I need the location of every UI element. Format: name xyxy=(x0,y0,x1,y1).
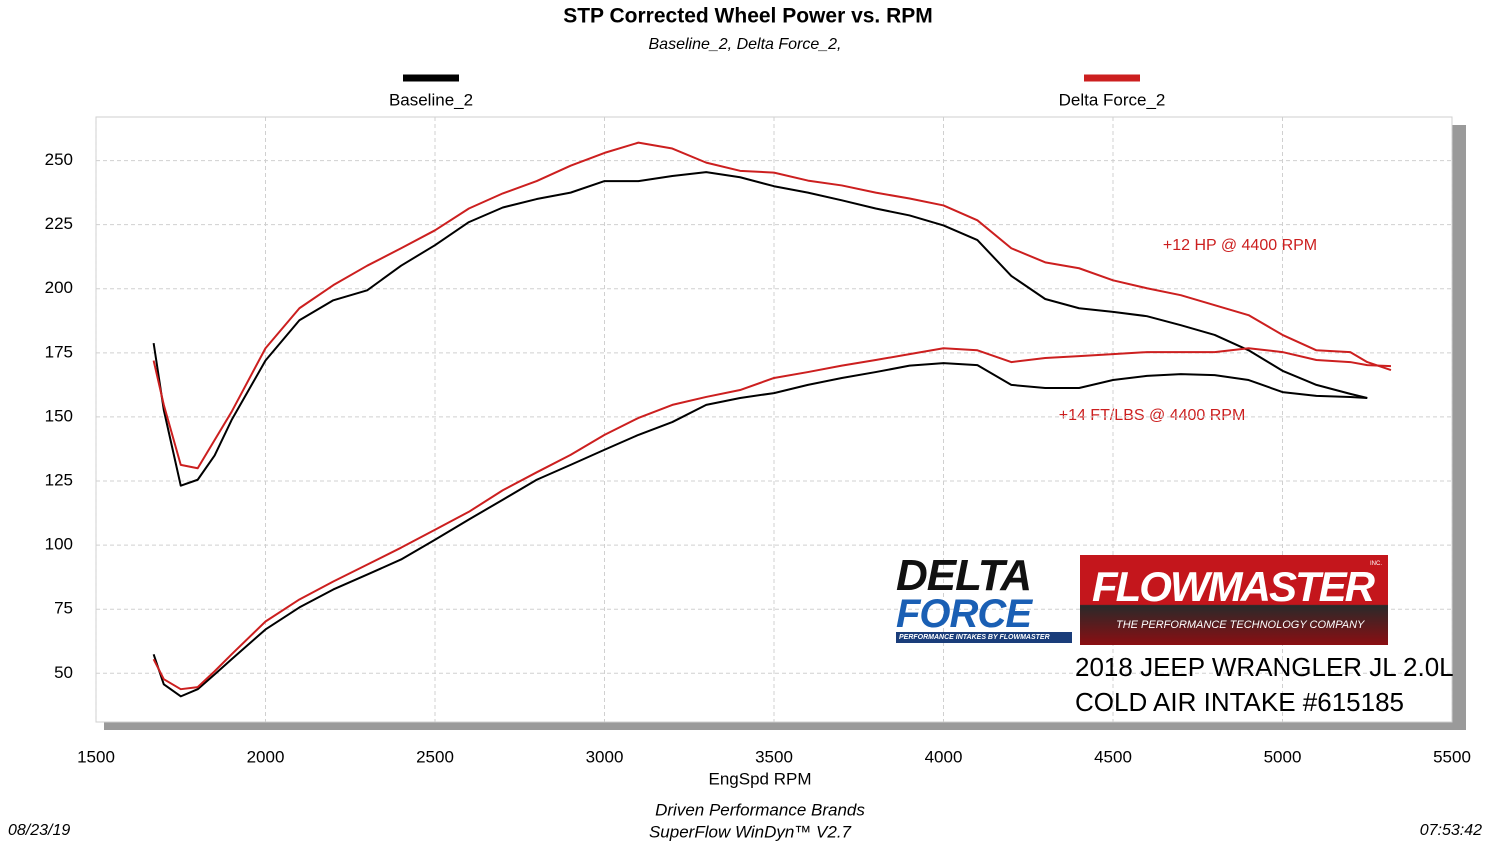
y-tick-label: 225 xyxy=(45,214,73,233)
data-line xyxy=(152,141,1392,470)
chart-title: STP Corrected Wheel Power vs. RPM xyxy=(563,5,933,28)
y-tick-label: 125 xyxy=(45,471,73,490)
vehicle-text: 2018 JEEP WRANGLER JL 2.0L xyxy=(1075,652,1454,682)
date: 08/23/19 xyxy=(8,822,70,839)
data-line xyxy=(152,362,1368,698)
y-tick-label: 175 xyxy=(45,342,73,361)
x-axis-label: EngSpd RPM xyxy=(709,769,812,788)
x-tick-label: 5000 xyxy=(1264,747,1302,766)
logo-inc: INC. xyxy=(1370,561,1382,567)
x-tick-label: 4500 xyxy=(1094,747,1132,766)
logo-tagline: PERFORMANCE INTAKES BY FLOWMASTER xyxy=(896,632,1072,643)
annotation: +14 FT/LBS @ 4400 RPM xyxy=(1059,407,1246,424)
data-line xyxy=(152,347,1392,691)
y-tick-label: 75 xyxy=(54,599,73,618)
x-tick-label: 3500 xyxy=(755,747,793,766)
x-tick-label: 3000 xyxy=(586,747,624,766)
legend-label: Delta Force_2 xyxy=(1059,90,1166,109)
annotation: +12 HP @ 4400 RPM xyxy=(1163,237,1317,254)
flowmaster-logo: FLOWMASTER INC. THE PERFORMANCE TECHNOLO… xyxy=(1080,555,1388,645)
plot-shadow xyxy=(1452,125,1466,730)
legend-label: Baseline_2 xyxy=(389,90,473,109)
y-tick-label: 250 xyxy=(45,150,73,169)
x-tick-label: 2000 xyxy=(247,747,285,766)
logo-text: FORCE xyxy=(896,592,1032,636)
plot-shadow xyxy=(104,722,1466,730)
footer-text: SuperFlow WinDyn™ V2.7 xyxy=(649,822,852,841)
footer-text: Driven Performance Brands xyxy=(655,800,865,819)
time: 07:53:42 xyxy=(1420,822,1482,839)
logo-text: DELTA xyxy=(896,551,1032,600)
data-line xyxy=(152,171,1368,487)
vehicle-text: COLD AIR INTAKE #615185 xyxy=(1075,687,1405,717)
y-tick-label: 150 xyxy=(45,406,73,425)
logo-text: FLOWMASTER xyxy=(1092,563,1375,610)
x-tick-label: 5500 xyxy=(1433,747,1471,766)
delta-force-logo: DELTA FORCE PERFORMANCE INTAKES BY FLOWM… xyxy=(896,551,1072,646)
y-tick-label: 50 xyxy=(54,663,73,682)
logo-tagline: THE PERFORMANCE TECHNOLOGY COMPANY xyxy=(1116,619,1365,631)
x-tick-label: 1500 xyxy=(77,747,115,766)
y-tick-label: 100 xyxy=(45,535,73,554)
x-tick-label: 4000 xyxy=(925,747,963,766)
x-tick-label: 2500 xyxy=(416,747,454,766)
chart-subtitle: Baseline_2, Delta Force_2, xyxy=(649,36,842,53)
y-tick-label: 200 xyxy=(45,278,73,297)
